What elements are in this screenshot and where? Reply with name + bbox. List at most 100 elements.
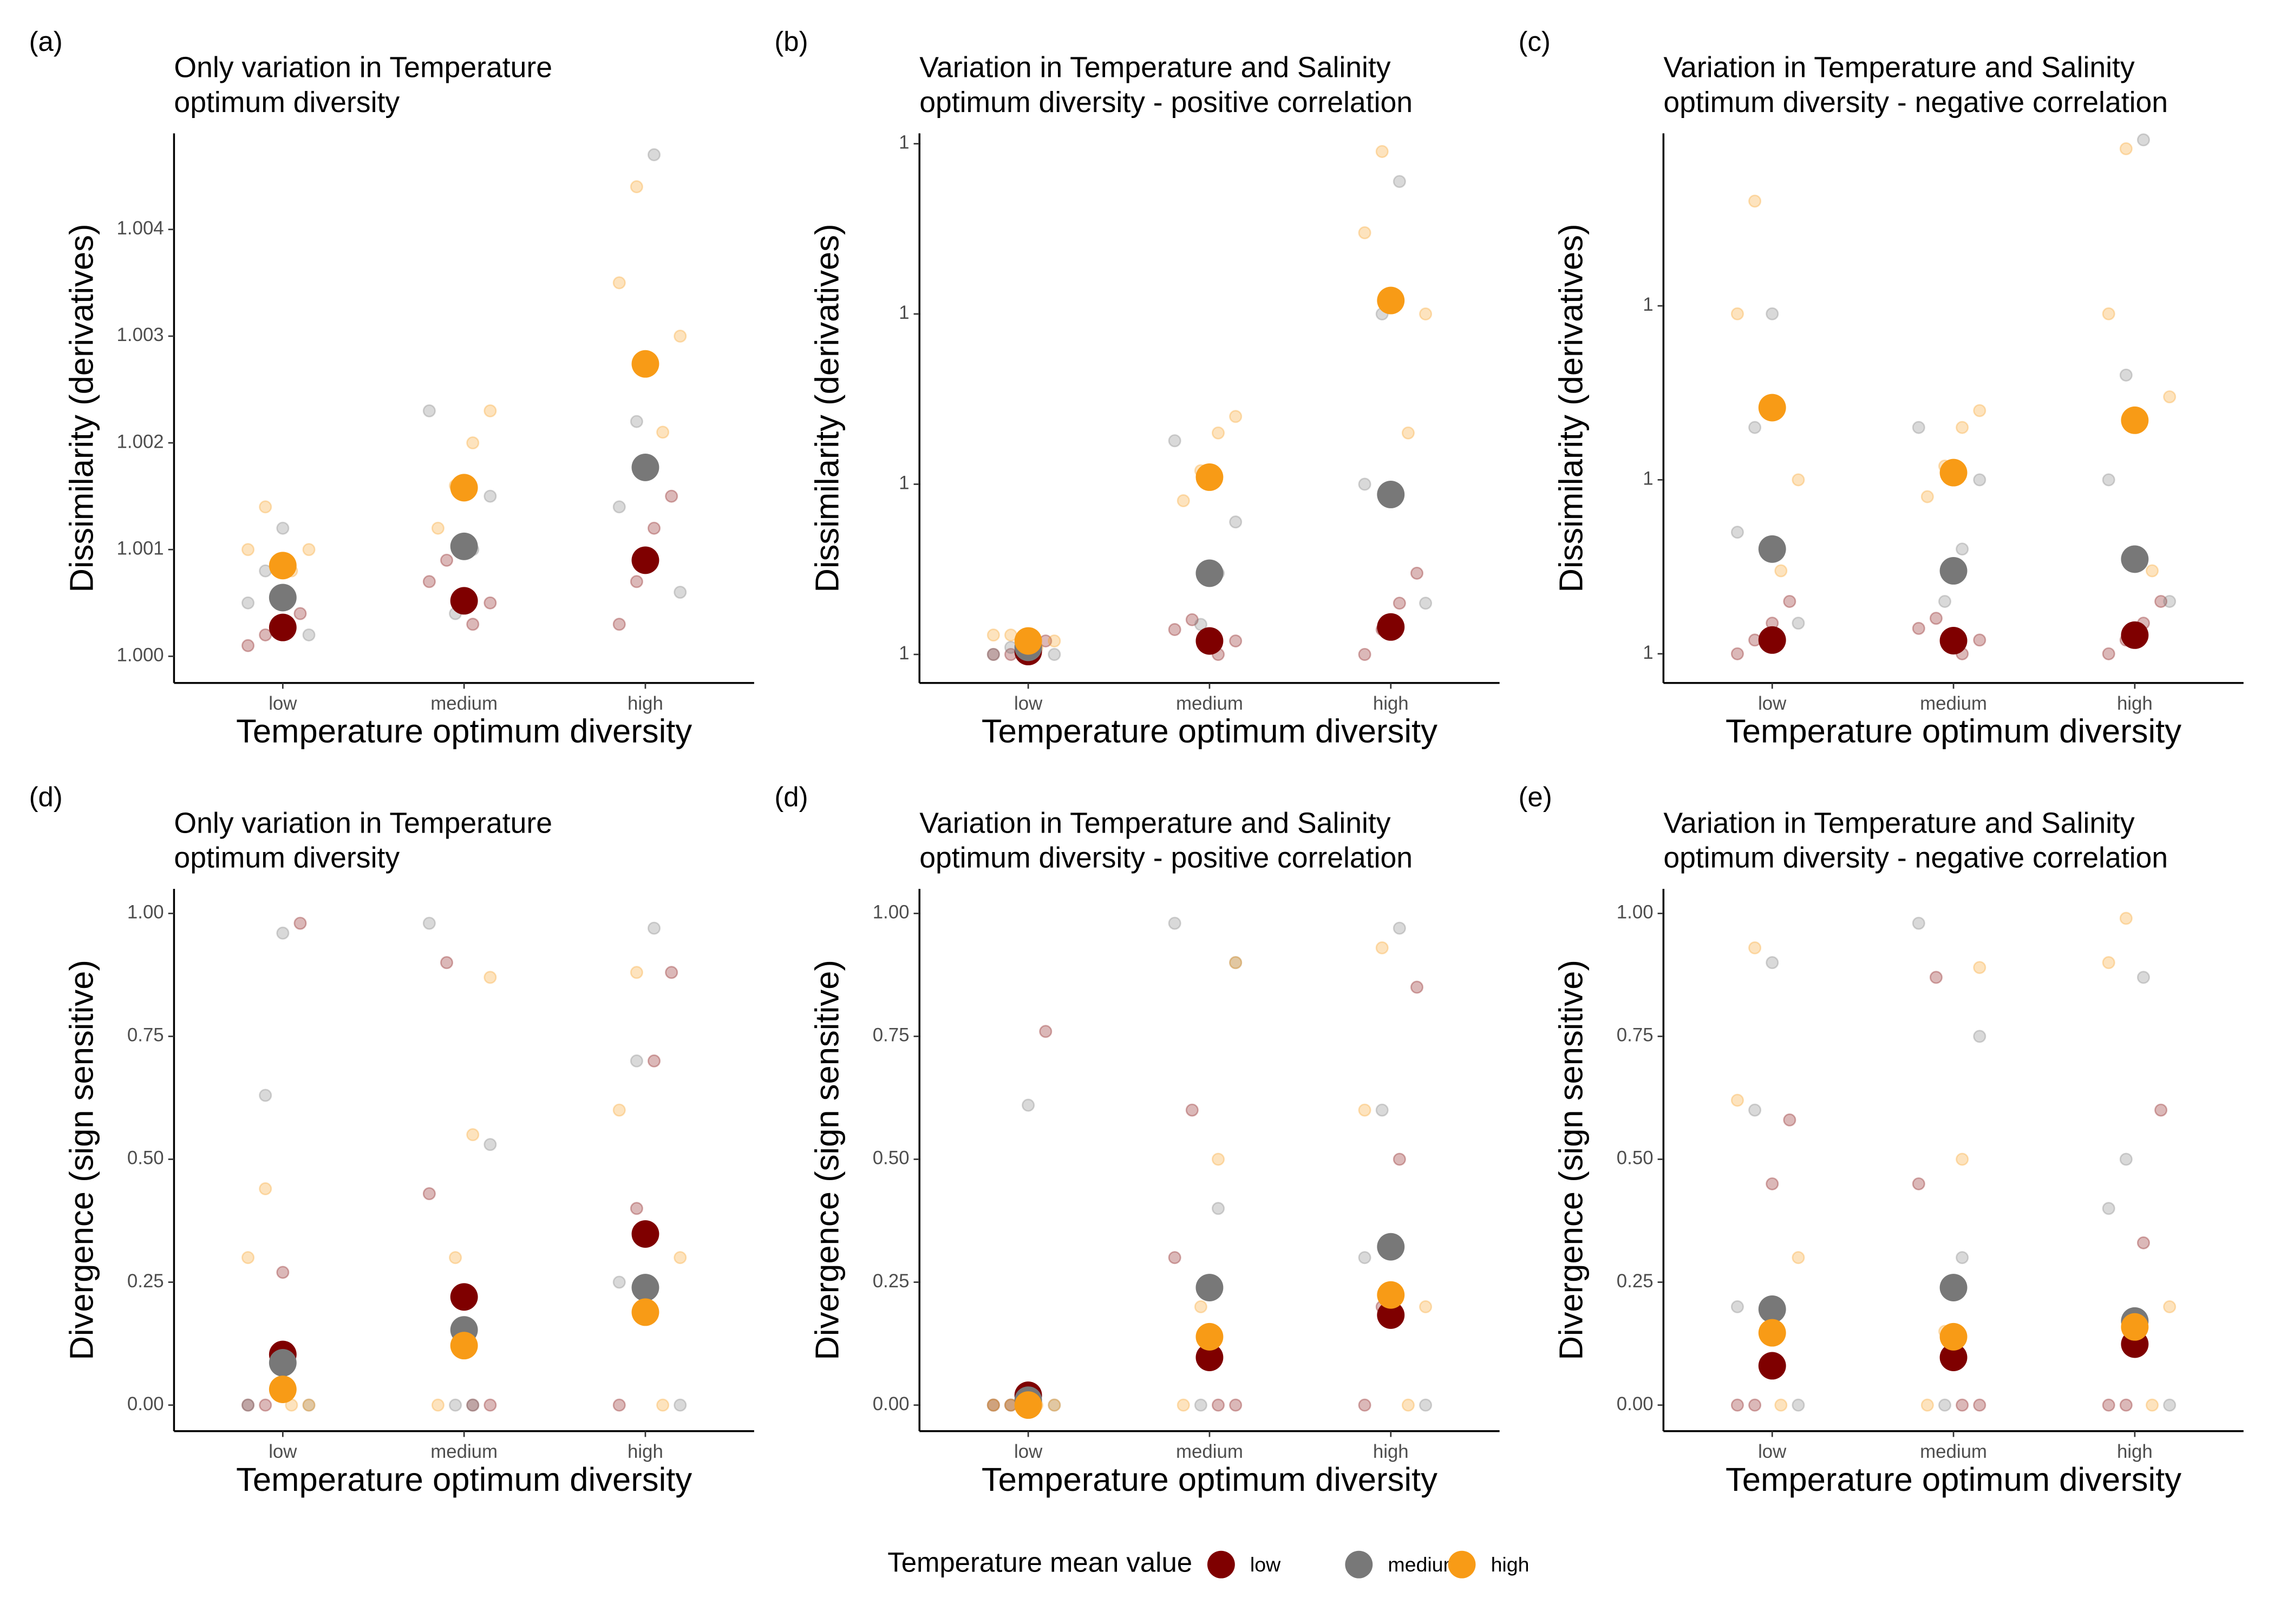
chart-title: optimum diversity - positive correlation (919, 842, 1413, 874)
raw-point (1194, 1300, 1207, 1314)
raw-point (1177, 1398, 1190, 1412)
y-axis-title: Dissimilarity (derivatives) (1553, 224, 1590, 593)
raw-point (665, 966, 678, 979)
raw-point (647, 1054, 661, 1068)
chart-title: optimum diversity (174, 842, 400, 874)
raw-point (1168, 434, 1181, 448)
mean-point (1377, 1281, 1405, 1309)
raw-point (1048, 634, 1061, 648)
mean-point (1939, 459, 1968, 487)
x-axis-title: Temperature optimum diversity (236, 713, 692, 750)
raw-point (1048, 1398, 1061, 1412)
mean-point (2121, 621, 2149, 649)
y-tick-label: 0.75 (127, 1025, 164, 1046)
x-tick-label: low (269, 693, 297, 714)
chart-title: optimum diversity - negative correlation (1663, 842, 2168, 874)
raw-point (1792, 617, 1805, 630)
raw-point (2136, 1236, 2150, 1249)
raw-point (2163, 390, 2177, 404)
x-tick-label: low (269, 1441, 297, 1462)
x-tick-label: high (628, 1441, 663, 1462)
raw-point (1229, 410, 1243, 423)
raw-point (241, 1251, 255, 1265)
raw-point (2119, 368, 2133, 382)
raw-point (1211, 1398, 1225, 1412)
raw-point (1419, 1300, 1433, 1314)
raw-point (1229, 1398, 1243, 1412)
raw-point (1229, 634, 1243, 648)
mean-point (450, 1283, 478, 1311)
raw-point (1783, 594, 1796, 608)
raw-point (630, 1202, 643, 1215)
mean-point (2121, 545, 2149, 573)
panel-label: (d) (774, 781, 808, 812)
raw-point (1401, 1398, 1415, 1412)
y-tick-label: 1 (899, 643, 909, 664)
raw-point (466, 1128, 480, 1142)
raw-point (1022, 1098, 1035, 1112)
raw-point (1766, 1177, 1779, 1190)
mean-point (1377, 613, 1405, 641)
raw-point (1956, 421, 1969, 434)
raw-point (1973, 961, 1987, 974)
mean-point (450, 587, 478, 615)
raw-point (1792, 1251, 1805, 1265)
raw-point (1748, 194, 1762, 208)
raw-point (1792, 473, 1805, 487)
raw-point (630, 1054, 643, 1068)
mean-point (1014, 1391, 1042, 1419)
mean-point (269, 584, 297, 612)
y-tick-label: 1 (899, 473, 909, 494)
raw-point (674, 1251, 687, 1265)
y-tick-label: 1 (899, 132, 909, 153)
raw-point (674, 585, 687, 599)
x-tick-label: low (1758, 1441, 1787, 1462)
raw-point (1929, 612, 1943, 625)
raw-point (259, 1398, 272, 1412)
mean-point (1758, 1295, 1786, 1323)
y-tick-label: 0.00 (1617, 1393, 1654, 1415)
raw-point (1730, 1093, 1744, 1107)
mean-point (1939, 1344, 1968, 1371)
raw-point (1956, 1398, 1969, 1412)
raw-point (1358, 477, 1371, 491)
raw-point (2136, 133, 2150, 147)
x-axis-title: Temperature optimum diversity (1726, 713, 2181, 750)
raw-point (1358, 1103, 1371, 1117)
raw-point (1229, 956, 1243, 970)
mean-point (1377, 481, 1405, 508)
raw-point (1048, 647, 1061, 661)
y-axis-title: Dissimilarity (derivatives) (808, 224, 846, 593)
raw-point (241, 1398, 255, 1412)
chart-title: optimum diversity - negative correlation (1663, 87, 2168, 119)
raw-point (449, 1251, 462, 1265)
raw-point (612, 1275, 626, 1289)
mean-point (631, 350, 659, 378)
raw-point (259, 628, 272, 641)
raw-point (1912, 421, 1925, 434)
mean-point (1939, 627, 1968, 654)
raw-point (1393, 175, 1406, 188)
raw-point (656, 425, 670, 439)
raw-point (276, 926, 290, 940)
mean-point (631, 546, 659, 574)
mean-point (269, 552, 297, 580)
raw-point (1920, 1398, 1934, 1412)
raw-point (422, 404, 436, 417)
raw-point (2102, 647, 2115, 660)
raw-point (1410, 980, 1424, 994)
raw-point (1393, 921, 1406, 935)
raw-point (1358, 226, 1371, 240)
x-tick-label: medium (430, 693, 498, 714)
raw-point (1039, 1025, 1053, 1038)
raw-point (466, 1398, 480, 1412)
x-axis-title: Temperature optimum diversity (1726, 1461, 2181, 1498)
raw-point (1973, 1030, 1987, 1043)
mean-point (269, 1349, 297, 1377)
panel-label: (d) (29, 781, 63, 812)
raw-point (1358, 1398, 1371, 1412)
chart-title: Variation in Temperature and Salinity (1663, 807, 2135, 839)
y-axis-title: Dissimilarity (derivatives) (63, 224, 101, 593)
raw-point (422, 1187, 436, 1201)
